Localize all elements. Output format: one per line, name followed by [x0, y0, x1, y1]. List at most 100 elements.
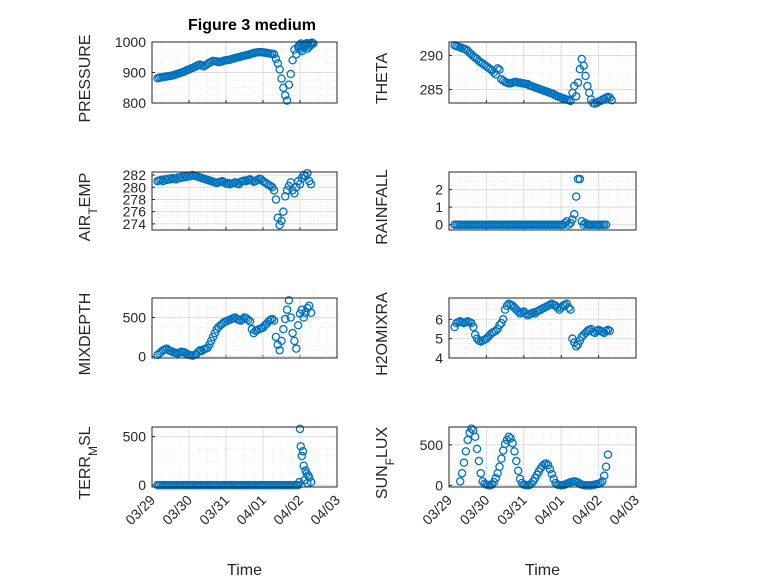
axes-7-xtick-label: 04/01	[531, 492, 567, 528]
axes-1-ylabel: THETA	[374, 53, 391, 105]
axes-2-data-point	[279, 207, 288, 216]
chart-title: Figure 3 medium	[188, 17, 316, 34]
axes-4-data-point	[306, 308, 316, 318]
axes-0-frame	[151, 41, 338, 104]
axes-4-data-point	[210, 328, 220, 338]
axes-3-ytick-label: 0	[435, 217, 443, 233]
axes-4-data-point	[288, 328, 297, 338]
axes-3-frame	[448, 171, 637, 231]
axes-0-data-point	[307, 38, 317, 47]
axes-4-data-point	[205, 340, 214, 350]
axes-4-frame	[151, 297, 338, 359]
axes-7-data-point	[598, 477, 607, 486]
axes-3-ytick-label: 2	[435, 182, 443, 198]
axes-7-xtick-label: 04/03	[606, 492, 642, 528]
axes-7-data-point	[472, 444, 482, 454]
axes-4-data-point	[279, 324, 288, 334]
axes-4-data-point	[286, 313, 295, 322]
axes-4-data-point	[271, 332, 281, 342]
axes-7-data-point	[474, 456, 484, 466]
axes-3-data-point	[570, 209, 579, 219]
axes-7-xtick-label: 03/31	[494, 492, 530, 528]
axes-7-data-point	[504, 432, 514, 441]
axes-3-ylabel: RAINFALL	[374, 169, 391, 245]
axes-4-ylabel: MIXDEPTH	[77, 293, 94, 376]
axes-1-data-point	[493, 64, 502, 73]
axes-0-ytick-label: 900	[123, 65, 147, 81]
axes-6-xtick-label: 03/29	[122, 492, 158, 528]
axes-7-data-point	[487, 480, 497, 489]
axes-5-data-point	[498, 315, 508, 324]
axes-5-ytick-label: 5	[435, 331, 443, 347]
axes-7-xtick-label: 03/30	[456, 492, 492, 528]
axes-7-ytick-label: 500	[420, 437, 444, 453]
axes-1-data-point	[579, 61, 588, 70]
axes-7-data-point	[543, 460, 553, 470]
axes-7-data-point	[513, 466, 523, 476]
axes-7-data-point	[489, 477, 499, 487]
axes-5-data-point	[495, 320, 504, 330]
axes-4-data-point	[277, 336, 286, 346]
axes-3-data-point	[575, 174, 585, 184]
axes-6-data-point	[298, 446, 308, 456]
axes-4-ytick-label: 0	[138, 348, 146, 364]
axes-7-data-point	[547, 469, 557, 479]
axes-0-data-point	[286, 69, 295, 79]
axes-7-data-point	[601, 462, 611, 471]
axes-5-data-point	[564, 303, 573, 312]
axes-6-xtick-label: 04/03	[307, 492, 343, 528]
axes-0-data-point	[273, 59, 283, 68]
axes-3-data-point	[571, 192, 581, 201]
axes-2-ytick-label: 274	[123, 216, 147, 232]
axes-1-data-point	[573, 78, 583, 87]
axes-7-data-point	[545, 464, 555, 474]
axes-5-data-point	[605, 326, 615, 336]
axes-1-ytick-label: 290	[420, 48, 444, 64]
axes-4-data-point	[280, 314, 290, 324]
axes-1-ytick-label: 285	[420, 81, 444, 97]
axes-4-data-point	[292, 344, 301, 353]
axes-7-data-point	[491, 473, 500, 483]
axes-4-data-point	[275, 345, 284, 355]
axes-5-data-point	[491, 326, 500, 336]
axes-7-ytick-label: 0	[435, 477, 443, 493]
axes-7-data-point	[506, 434, 515, 443]
axes-6-ytick-label: 500	[123, 429, 147, 445]
axes-6-xtick-label: 04/02	[270, 492, 306, 528]
axes-1-data-point	[571, 91, 581, 101]
axes-0-data-point	[280, 91, 290, 100]
axes-6-data-point	[295, 477, 304, 487]
axes-7-data-point	[508, 438, 517, 448]
axes-7-data-point	[549, 474, 558, 484]
axes-4-ytick-label: 500	[123, 309, 147, 325]
axes-7-xtick-label: 04/02	[569, 492, 605, 528]
axes-6-data-point	[304, 473, 314, 482]
axes-0-data-point	[271, 54, 281, 64]
axes-4-data-point	[206, 336, 216, 346]
axes-6-xtick-label: 04/01	[233, 492, 269, 528]
axes-4-data-point	[238, 314, 247, 324]
axes-2-ytick-label: 280	[123, 179, 147, 195]
axes-2-frame	[151, 171, 338, 231]
axes-7-data-point	[541, 459, 551, 468]
axes-5-data-point	[513, 307, 523, 316]
axes-2-ytick-label: 278	[123, 191, 147, 207]
axes-4-data-point	[269, 316, 279, 325]
axes-7-data-point	[467, 424, 476, 433]
axes-2-ylabel: AIRTEMP	[77, 173, 100, 242]
axes-1-frame	[448, 41, 637, 104]
axes-4-data-point	[243, 315, 253, 325]
axes-0-data-point	[277, 74, 286, 83]
axes-2-data-point	[277, 216, 286, 226]
axes-0-ytick-label: 1000	[115, 34, 146, 50]
axes-2-data-point	[253, 175, 262, 185]
axes-7-data-point	[455, 477, 465, 486]
axes-7-data-point	[512, 456, 521, 466]
axes-3-data-point	[601, 220, 611, 229]
axes-3-ytick-label: 1	[435, 199, 443, 215]
axes-7-frame	[448, 426, 637, 488]
axes-4-data-point	[267, 314, 277, 324]
axes-6-frame	[151, 426, 338, 488]
axes-4-data-point	[299, 313, 308, 322]
